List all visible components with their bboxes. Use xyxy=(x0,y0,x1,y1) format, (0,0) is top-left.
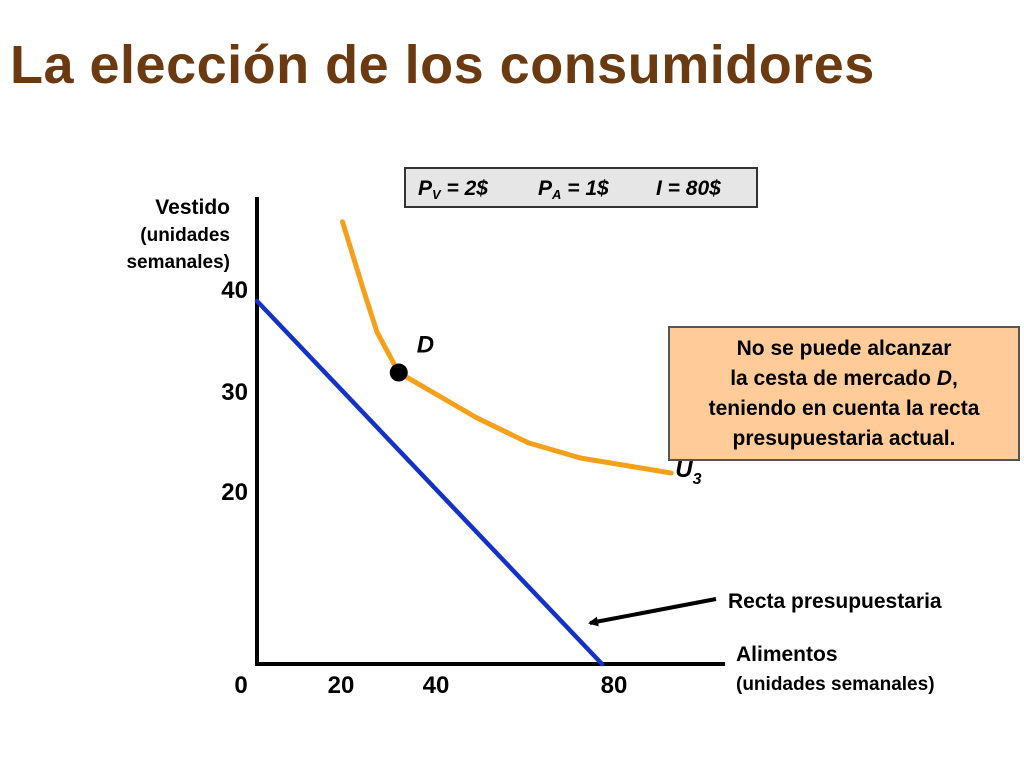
x-tick-label: 20 xyxy=(328,672,355,699)
u3-label-main: U xyxy=(675,456,693,483)
y-tick-label: 40 xyxy=(221,277,248,304)
y-axis-label-line1: Vestido xyxy=(155,196,230,219)
price-food-subscript: A xyxy=(552,187,562,202)
x-tick-label: 80 xyxy=(601,672,628,699)
note-line-2-text: la cesta de mercado xyxy=(730,367,937,390)
budget-line xyxy=(254,298,605,667)
note-line-2-d: D xyxy=(936,367,952,390)
note-box: No se puede alcanzar la cesta de mercado… xyxy=(668,326,1020,461)
market-basket-d-point xyxy=(389,363,408,382)
y-axis-label-line3: semanales) xyxy=(126,252,230,273)
budget-line-label: Recta presupuestaria xyxy=(728,590,942,613)
x-axis-label-line1: Alimentos xyxy=(736,643,838,666)
price-food: PA = 1$ xyxy=(538,177,609,202)
price-clothing-symbol: P xyxy=(418,177,433,200)
note-line-2-comma: , xyxy=(951,367,958,390)
indifference-curve-u3 xyxy=(340,219,674,476)
y-tick-labels: 20 30 40 xyxy=(221,277,248,506)
u3-label-sub: 3 xyxy=(693,471,702,488)
x-tick-labels: 0 20 40 80 xyxy=(234,672,627,699)
y-axis-label-line2: (unidades xyxy=(140,225,230,246)
price-food-symbol: P xyxy=(538,177,553,200)
price-food-value: = 1$ xyxy=(561,177,609,200)
note-line-3: teniendo en cuenta la recta xyxy=(708,397,980,420)
income: I = 80$ xyxy=(656,177,721,200)
price-clothing-subscript: V xyxy=(432,187,441,202)
price-clothing: PV = 2$ xyxy=(418,177,488,202)
x-axis-label-line2: (unidades semanales) xyxy=(736,674,935,695)
x-tick-label: 40 xyxy=(423,672,450,699)
y-tick-label: 30 xyxy=(221,379,248,406)
note-line-2: la cesta de mercado D, xyxy=(670,364,1018,394)
price-info-box: PV = 2$ PA = 1$ I = 80$ xyxy=(404,167,758,208)
market-basket-d-label: D xyxy=(417,332,434,359)
slide-title: La elección de los consumidores xyxy=(10,35,875,95)
note-line-4: presupuestaria actual. xyxy=(732,427,956,450)
budget-line-pointer-arrow xyxy=(588,597,717,627)
price-clothing-value: = 2$ xyxy=(440,177,488,200)
indifference-curve-label: U3 xyxy=(675,456,701,488)
y-tick-label: 20 xyxy=(221,479,248,506)
x-tick-label: 0 xyxy=(234,672,247,699)
note-line-1: No se puede alcanzar xyxy=(736,337,952,360)
